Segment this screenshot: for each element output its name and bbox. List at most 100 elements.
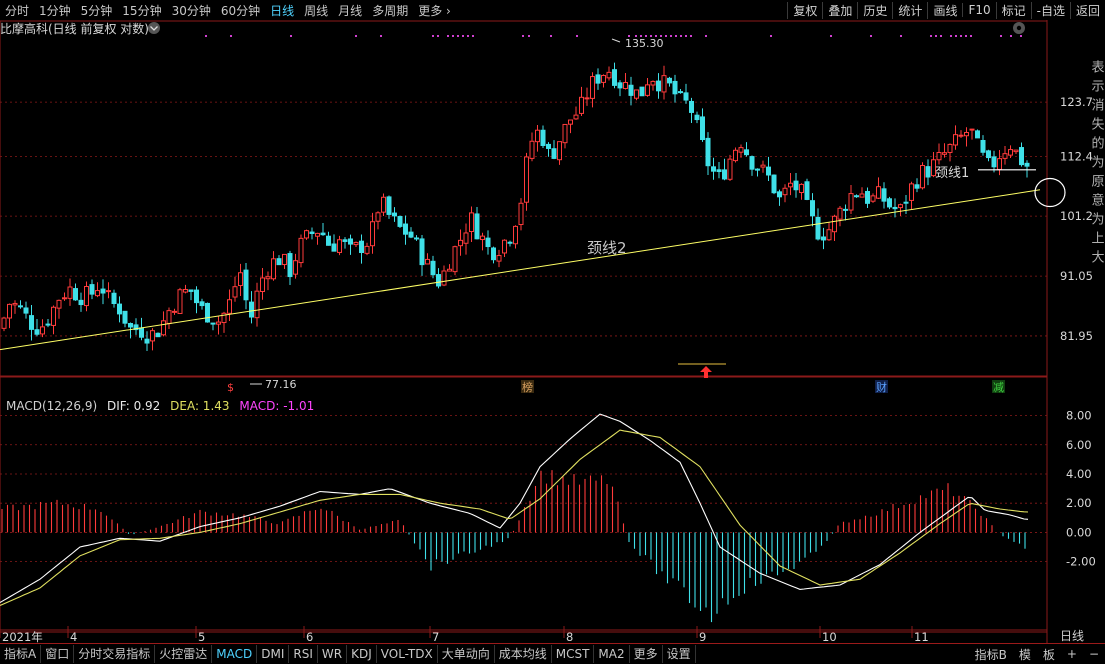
indicator-tab-15[interactable]: 设置 [663,644,696,663]
candle-body [964,132,969,137]
candle-15 [84,281,89,312]
gear-icon[interactable] [1013,22,1025,34]
candle-body [903,201,909,204]
macd-dif: DIF: 0.92 [107,399,160,413]
indicator-tab-7[interactable]: WR [318,644,348,663]
candle-body [315,232,320,237]
bottom-control-0[interactable]: 指标B [974,647,1007,662]
candle-body [359,240,364,254]
candle-24 [133,318,139,335]
candle-69 [381,193,386,216]
candle-21 [117,296,122,323]
candle-105 [579,86,584,117]
candle-36 [199,298,205,310]
candle-102 [562,123,568,149]
indicator-tab-13[interactable]: MA2 [594,644,630,663]
indicator-tab-3[interactable]: 火控雷达 [155,644,213,663]
candle-body [551,148,557,159]
period-tab-6[interactable]: 日线 [270,3,295,18]
period-tab-1[interactable]: 1分钟 [39,3,71,18]
candle-body [348,238,353,245]
candle-body [755,168,760,171]
candle-body [282,253,287,266]
signal-dot-2 [290,35,292,37]
indicator-tab-2[interactable]: 分时交易指标 [74,644,156,663]
tool-button-6[interactable]: 标记 [995,1,1031,19]
signal-dot-16 [576,35,578,37]
candle-17 [95,282,100,298]
period-tab-2[interactable]: 5分钟 [80,3,113,18]
indicator-tab-4[interactable]: MACD [212,644,258,663]
signal-dot-13 [522,35,524,37]
indicator-tab-9[interactable]: VOL-TDX [377,644,438,663]
period-tab-0[interactable]: 分时 [5,3,30,18]
candle-33 [183,284,188,294]
bottom-control-1[interactable]: 模 [1018,647,1031,662]
period-tab-3[interactable]: 15分钟 [122,3,162,18]
period-tab-7[interactable]: 周线 [304,3,329,18]
indicator-tab-5[interactable]: DMI [257,644,290,663]
period-tab-8[interactable]: 月线 [338,3,363,18]
candle-body [898,204,903,209]
indicator-tab-8[interactable]: KDJ [347,644,377,663]
indicator-tab-12[interactable]: MCST [552,644,595,663]
tool-button-3[interactable]: 统计 [892,1,927,19]
bottom-control-4[interactable]: − [1088,647,1099,661]
indicator-tab-10[interactable]: 大单动向 [438,644,495,663]
candle-46 [254,282,260,327]
candle-56 [309,227,315,240]
indicator-tab-1[interactable]: 窗口 [41,644,75,663]
candle-177 [975,129,980,139]
low-label: 77.16 [265,378,297,391]
indicator-tab-14[interactable]: 更多 [630,644,663,663]
indicator-tab-0[interactable]: 指标A [0,644,42,663]
period-tab-9[interactable]: 多周期 [372,3,409,18]
period-tab-10[interactable]: 更多 › [418,3,451,18]
candle-body [628,84,634,96]
candle-74 [408,227,414,239]
tool-button-4[interactable]: 画线 [927,1,962,19]
candle-body [34,329,40,335]
breakout-circle [1034,177,1066,208]
tool-button-0[interactable]: 复权 [787,1,822,19]
candle-114 [628,76,634,106]
tool-button-1[interactable]: 叠加 [822,1,857,19]
bottom-control-2[interactable]: 板 [1042,647,1055,662]
tool-button-7[interactable]: -自选 [1030,1,1070,19]
candle-body [375,212,381,222]
stock-chart[interactable]: 81.95 91.05 101.2 112.4 123.7 8.00 6.00 4.00 2.0… [0,20,1105,643]
signal-dot-24 [665,35,667,37]
neckline2-label: 颈线2 [587,239,627,257]
macd-tick-label-2: 4.00 [1066,467,1092,481]
period-tab-4[interactable]: 30分钟 [171,3,211,18]
period-tab-5[interactable]: 60分钟 [220,3,261,18]
bottom-control-3[interactable]: + [1066,647,1077,661]
dea-line [0,429,1029,607]
candle-64 [353,241,359,247]
candle-27 [150,328,155,351]
tool-button-8[interactable]: 返回 [1069,1,1105,19]
candle-6 [34,318,40,337]
signal-dot-30 [705,35,707,37]
candle-82 [452,245,458,276]
candle-125 [689,97,694,124]
candle-body [991,156,997,168]
chevron-down-icon[interactable] [148,22,160,34]
candle-body [738,147,744,153]
tool-button-2[interactable]: 历史 [857,1,892,19]
indicator-tab-11[interactable]: 成本均线 [495,644,552,663]
candle-85 [469,206,474,242]
candle-91 [502,239,507,257]
event-marker-bg [226,380,239,393]
indicator-tab-6[interactable]: RSI [289,644,318,663]
candle-158 [870,193,876,203]
candle-body [892,206,898,210]
event-marker-2: 财 [875,380,888,394]
period-tabs: 分时 1分钟 5分钟 15分钟 30分钟 60分钟 日线 周线 月线 多周期 更多 › [0,0,456,20]
candle-184 [1013,149,1019,155]
tool-button-5[interactable]: F10 [962,3,995,17]
candle-95 [524,152,529,211]
candle-180 [991,150,997,173]
indicator-tab-list: 指标A 窗口 分时交易指标 火控雷达 MACD DMI RSI WR KDJ VOL-TDX 大单动… [0,644,696,663]
candle-body [293,260,298,275]
